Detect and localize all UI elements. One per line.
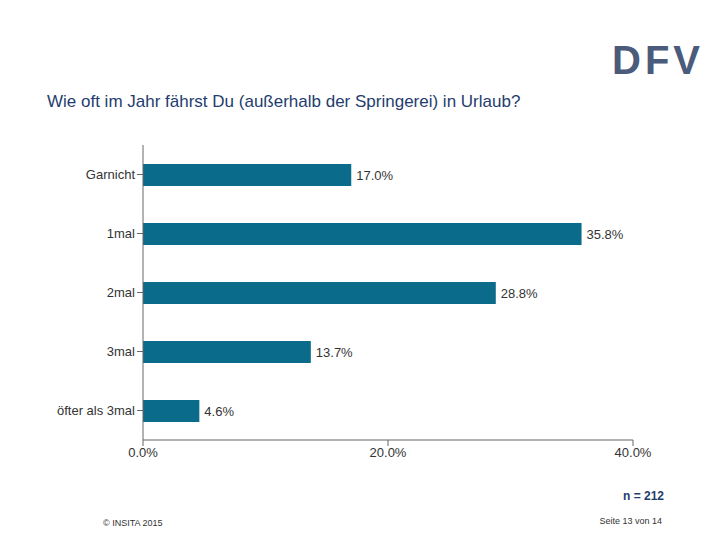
svg-text:40.0%: 40.0%	[615, 445, 652, 460]
svg-text:4.6%: 4.6%	[204, 404, 234, 419]
svg-text:öfter als 3mal: öfter als 3mal	[57, 403, 135, 418]
svg-text:20.0%: 20.0%	[370, 445, 407, 460]
html-text:© INSITA 2015: © INSITA 2015	[103, 518, 163, 528]
html-text:n = 212: n = 212	[623, 489, 664, 503]
svg-text:3mal: 3mal	[107, 344, 135, 359]
svg-text:0.0%: 0.0%	[128, 445, 158, 460]
svg-text:17.0%: 17.0%	[356, 168, 393, 183]
svg-text:35.8%: 35.8%	[587, 227, 624, 242]
html-text:Seite 13 von 14: Seite 13 von 14	[599, 516, 662, 526]
html-text:Wie oft im Jahr fährst Du (auß: Wie oft im Jahr fährst Du (außerhalb der…	[47, 92, 521, 111]
svg-text:28.8%: 28.8%	[501, 286, 538, 301]
svg-text:13.7%: 13.7%	[316, 345, 353, 360]
svg-text:2mal: 2mal	[107, 285, 135, 300]
svg-text:1mal: 1mal	[107, 226, 135, 241]
svg-text:Garnicht: Garnicht	[86, 167, 136, 182]
html-text:DFV: DFV	[612, 38, 704, 82]
